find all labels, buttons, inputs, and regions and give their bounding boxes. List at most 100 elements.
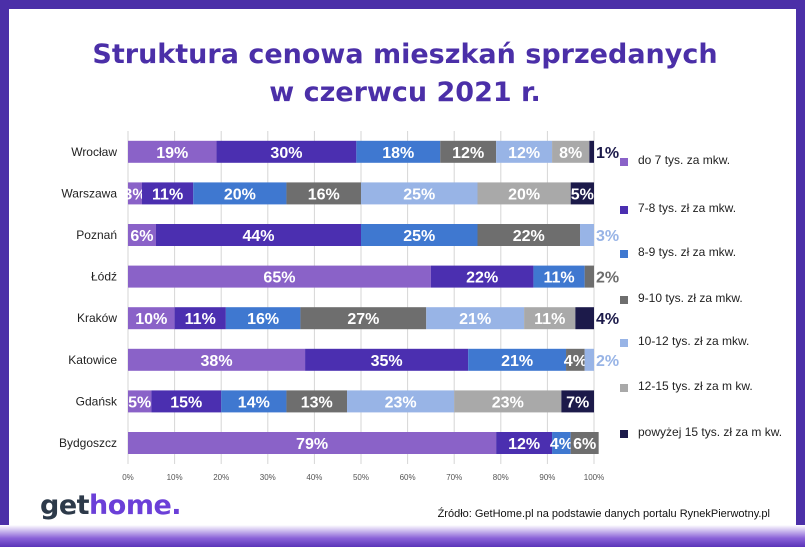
bar-segment [128, 390, 152, 413]
data-label: 25% [403, 186, 435, 203]
bar-segment [468, 348, 567, 371]
bar-segment [477, 182, 571, 205]
bar-segment [300, 307, 427, 330]
chart-title: Struktura cenowa mieszkań sprzedanych w … [60, 36, 750, 112]
data-label: 22% [513, 228, 545, 245]
category-label: Poznań [76, 228, 117, 242]
bar-segment [496, 432, 553, 454]
data-label: 25% [403, 228, 435, 245]
category-label: Wrocław [71, 145, 117, 159]
bar-segment [570, 432, 599, 454]
legend-swatch [620, 206, 628, 214]
data-label: 12% [452, 145, 484, 162]
data-label: 30% [270, 145, 302, 162]
bar-segment [216, 140, 357, 163]
bar-segment [221, 390, 287, 413]
bar-segment [286, 390, 348, 413]
data-label: 4% [564, 353, 587, 370]
bar-segment [128, 140, 217, 163]
bar-segment [575, 307, 594, 330]
data-label: 44% [242, 228, 274, 245]
data-label: 12% [508, 436, 540, 453]
logo-home-text: home. [89, 490, 182, 521]
category-label: Gdańsk [76, 394, 118, 408]
data-label: 20% [224, 186, 256, 203]
bar-segment [524, 307, 576, 330]
legend-swatch [620, 430, 628, 438]
bar-segment [305, 348, 469, 371]
bar-segment [151, 390, 222, 413]
bar-segment [347, 390, 455, 413]
x-tick-label: 70% [446, 473, 462, 482]
x-tick-label: 100% [584, 473, 604, 482]
chart-title-line2: w czerwcu 2021 r. [269, 77, 541, 108]
data-label: 10% [135, 311, 167, 328]
bar-segment [193, 182, 287, 205]
bar-segment [155, 224, 361, 246]
legend-swatch [620, 339, 628, 347]
legend-label: 10-12 tys. zł za mkw. [638, 334, 750, 348]
bar-segment [584, 265, 594, 288]
bar-segment [430, 265, 534, 288]
bar-segment [128, 348, 306, 371]
bar-segment [570, 182, 594, 205]
data-label: 14% [238, 394, 270, 411]
legend-label: 9-10 tys. zł za mkw. [638, 291, 743, 305]
category-label: Warszawa [61, 186, 117, 200]
legend-swatch [620, 250, 628, 258]
logo-get-text: get [40, 490, 90, 521]
legend-swatch [620, 384, 628, 392]
bar-segment [552, 432, 571, 454]
data-label: 2% [596, 353, 619, 370]
bar-segment [589, 140, 594, 163]
gethome-logo: gethome. [40, 490, 182, 521]
frame-right [796, 0, 805, 547]
data-label: 3% [596, 228, 619, 245]
bar-segment [128, 265, 431, 288]
data-label: 11% [185, 311, 216, 328]
bar-segment [128, 307, 175, 330]
x-tick-label: 30% [260, 473, 276, 482]
source-note: Źródło: GetHome.pl na podstawie danych p… [437, 508, 770, 520]
legend-label: do 7 tys. za mkw. [638, 153, 731, 167]
bar-segment [426, 307, 525, 330]
x-tick-label: 40% [306, 473, 322, 482]
data-label: 11% [534, 311, 565, 328]
frame-bottom [0, 525, 805, 547]
bar-segment [286, 182, 361, 205]
x-tick-label: 20% [213, 473, 229, 482]
data-label: 27% [347, 311, 379, 328]
data-label: 20% [508, 186, 540, 203]
bar-segment [174, 307, 226, 330]
data-label: 5% [128, 394, 151, 411]
legend-label: 8-9 tys. zł za mkw. [638, 245, 737, 259]
data-label: 1% [596, 145, 619, 162]
data-label: 22% [466, 270, 498, 287]
data-label: 13% [301, 394, 333, 411]
x-tick-label: 50% [353, 473, 369, 482]
bar-segment [361, 182, 478, 205]
data-label: 79% [296, 436, 328, 453]
bar-segment [552, 140, 590, 163]
data-label: 38% [201, 353, 233, 370]
bar-segment [128, 432, 497, 454]
data-label: 11% [152, 186, 183, 203]
data-label: 5% [571, 186, 594, 203]
category-label: Bydgoszcz [59, 436, 117, 450]
legend-swatch [620, 296, 628, 304]
data-label: 4% [596, 311, 619, 328]
bar-segment [566, 348, 585, 371]
data-label: 35% [371, 353, 403, 370]
bar-segment [561, 390, 594, 413]
data-label: 2% [596, 270, 619, 287]
bar-segment [477, 224, 581, 246]
x-tick-label: 0% [122, 473, 134, 482]
data-label: 12% [508, 145, 540, 162]
bar-segment [128, 182, 142, 205]
data-label: 65% [263, 270, 295, 287]
frame-top [0, 0, 805, 9]
bar-segment [496, 140, 553, 163]
bar-segment [141, 182, 194, 205]
bar-segment [580, 224, 594, 246]
